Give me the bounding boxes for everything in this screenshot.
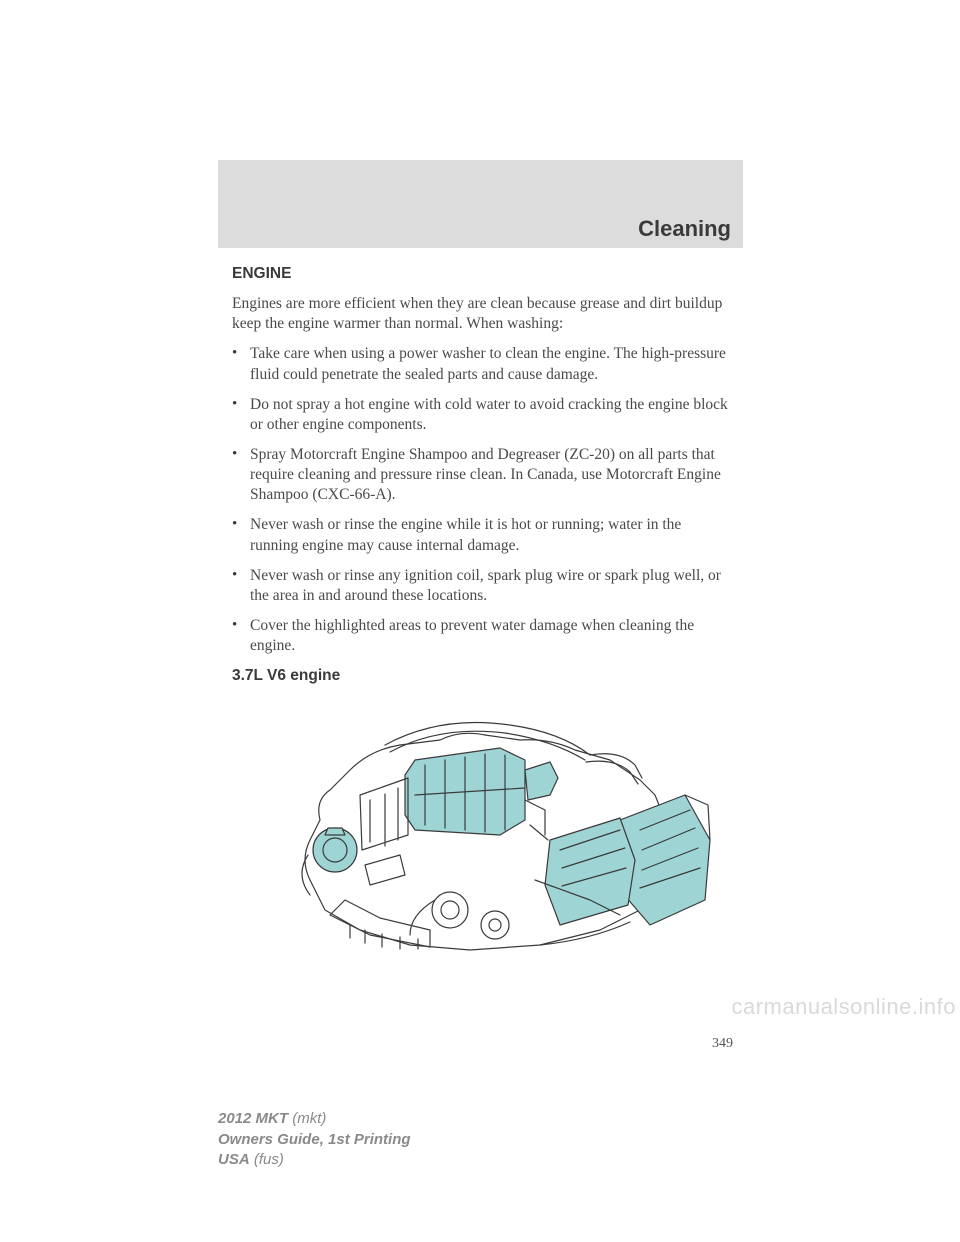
bullet-item: Take care when using a power washer to c… — [232, 344, 730, 384]
footer-model-code: (mkt) — [288, 1110, 326, 1127]
footer-region-code: (fus) — [250, 1151, 284, 1168]
engine-diagram — [290, 700, 720, 970]
bullet-item: Never wash or rinse the engine while it … — [232, 515, 730, 555]
page-number: 349 — [712, 1036, 733, 1052]
heading-engine: ENGINE — [232, 264, 730, 284]
bullet-item: Cover the highlighted areas to prevent w… — [232, 616, 730, 656]
intro-paragraph: Engines are more efficient when they are… — [232, 294, 730, 334]
footer-model: 2012 MKT — [218, 1110, 288, 1127]
page-content: ENGINE Engines are more efficient when t… — [232, 264, 730, 686]
bullet-item: Spray Motorcraft Engine Shampoo and Degr… — [232, 445, 730, 505]
footer-line-3: USA (fus) — [218, 1150, 411, 1170]
bullet-item: Never wash or rinse any ignition coil, s… — [232, 566, 730, 606]
watermark: carmanualsonline.info — [731, 994, 956, 1020]
subheading-engine-variant: 3.7L V6 engine — [232, 666, 730, 686]
section-title: Cleaning — [638, 216, 731, 242]
footer-line-1: 2012 MKT (mkt) — [218, 1109, 411, 1129]
bullet-item: Do not spray a hot engine with cold wate… — [232, 395, 730, 435]
footer-region: USA — [218, 1151, 250, 1168]
footer-guide: Owners Guide, 1st Printing — [218, 1130, 411, 1150]
page-header-banner: Cleaning — [218, 160, 743, 248]
footer-block: 2012 MKT (mkt) Owners Guide, 1st Printin… — [218, 1109, 411, 1170]
bullet-list: Take care when using a power washer to c… — [232, 344, 730, 656]
